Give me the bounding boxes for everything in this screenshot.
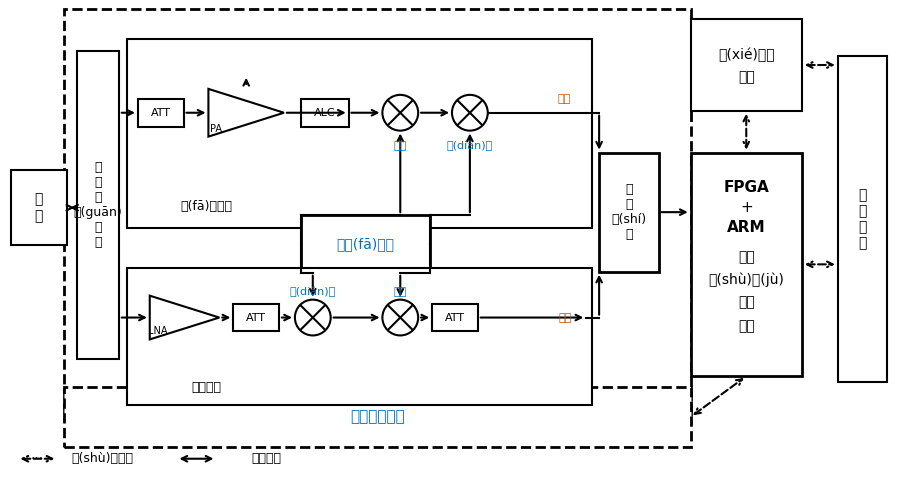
Text: 模塊: 模塊 — [738, 70, 754, 84]
Polygon shape — [208, 89, 284, 137]
Text: ARM: ARM — [727, 219, 765, 235]
Bar — [300, 99, 349, 126]
Bar — [691, 152, 802, 376]
Circle shape — [295, 300, 331, 335]
Text: 掃頻: 掃頻 — [394, 140, 407, 150]
Text: LNA: LNA — [148, 327, 168, 336]
Text: 掃頻: 掃頻 — [394, 287, 407, 297]
Text: 射頻信號: 射頻信號 — [251, 452, 281, 465]
Text: ATT: ATT — [445, 312, 465, 322]
Circle shape — [382, 300, 418, 335]
Bar — [838, 56, 887, 382]
Text: 中頻: 中頻 — [558, 94, 571, 104]
Bar — [432, 304, 478, 331]
Text: 點(diǎn)頻: 點(diǎn)頻 — [447, 140, 493, 151]
Text: 協(xié)議棧: 協(xié)議棧 — [718, 48, 775, 62]
Text: 發(fā)射通道: 發(fā)射通道 — [180, 200, 232, 213]
Text: 射
頻
開
關(guān)
矩
陣: 射 頻 開 關(guān) 矩 陣 — [74, 161, 122, 249]
Circle shape — [382, 95, 418, 131]
Bar — [65, 387, 691, 447]
Text: +: + — [740, 200, 753, 215]
Bar — [691, 19, 802, 111]
Text: ATT: ATT — [246, 312, 266, 322]
Circle shape — [452, 95, 488, 131]
Text: 接收通道: 接收通道 — [191, 381, 222, 394]
Bar — [138, 99, 184, 126]
Bar — [300, 215, 430, 273]
Text: 終
端: 終 端 — [35, 193, 43, 223]
Bar — [126, 268, 592, 405]
Bar — [65, 10, 691, 422]
Text: 收發(fā)本振: 收發(fā)本振 — [336, 237, 395, 251]
Text: ALC: ALC — [314, 108, 335, 118]
Text: 高效: 高效 — [738, 250, 754, 264]
Text: 數(shù)據(jù): 數(shù)據(jù) — [709, 273, 784, 287]
Bar — [11, 171, 67, 245]
Text: 模塊: 模塊 — [738, 319, 754, 333]
Polygon shape — [150, 296, 220, 340]
Text: 中頻: 中頻 — [559, 312, 572, 322]
Bar — [599, 152, 658, 272]
Bar — [77, 51, 119, 359]
Bar — [233, 304, 279, 331]
Bar — [126, 39, 592, 228]
Text: ATT: ATT — [151, 108, 170, 118]
Text: 人
機
接
口: 人 機 接 口 — [858, 188, 867, 251]
Text: 參
考
時(shí)
基: 參 考 時(shí) 基 — [612, 183, 647, 241]
Text: 數(shù)字信號: 數(shù)字信號 — [71, 452, 133, 465]
Text: 功耗分析模塊: 功耗分析模塊 — [350, 410, 405, 424]
Text: ···: ··· — [30, 452, 44, 466]
Text: 點(diǎn)頻: 點(diǎn)頻 — [290, 286, 335, 297]
Text: 處理: 處理 — [738, 296, 754, 309]
Text: FPGA: FPGA — [723, 180, 769, 195]
Text: PA: PA — [211, 124, 222, 134]
